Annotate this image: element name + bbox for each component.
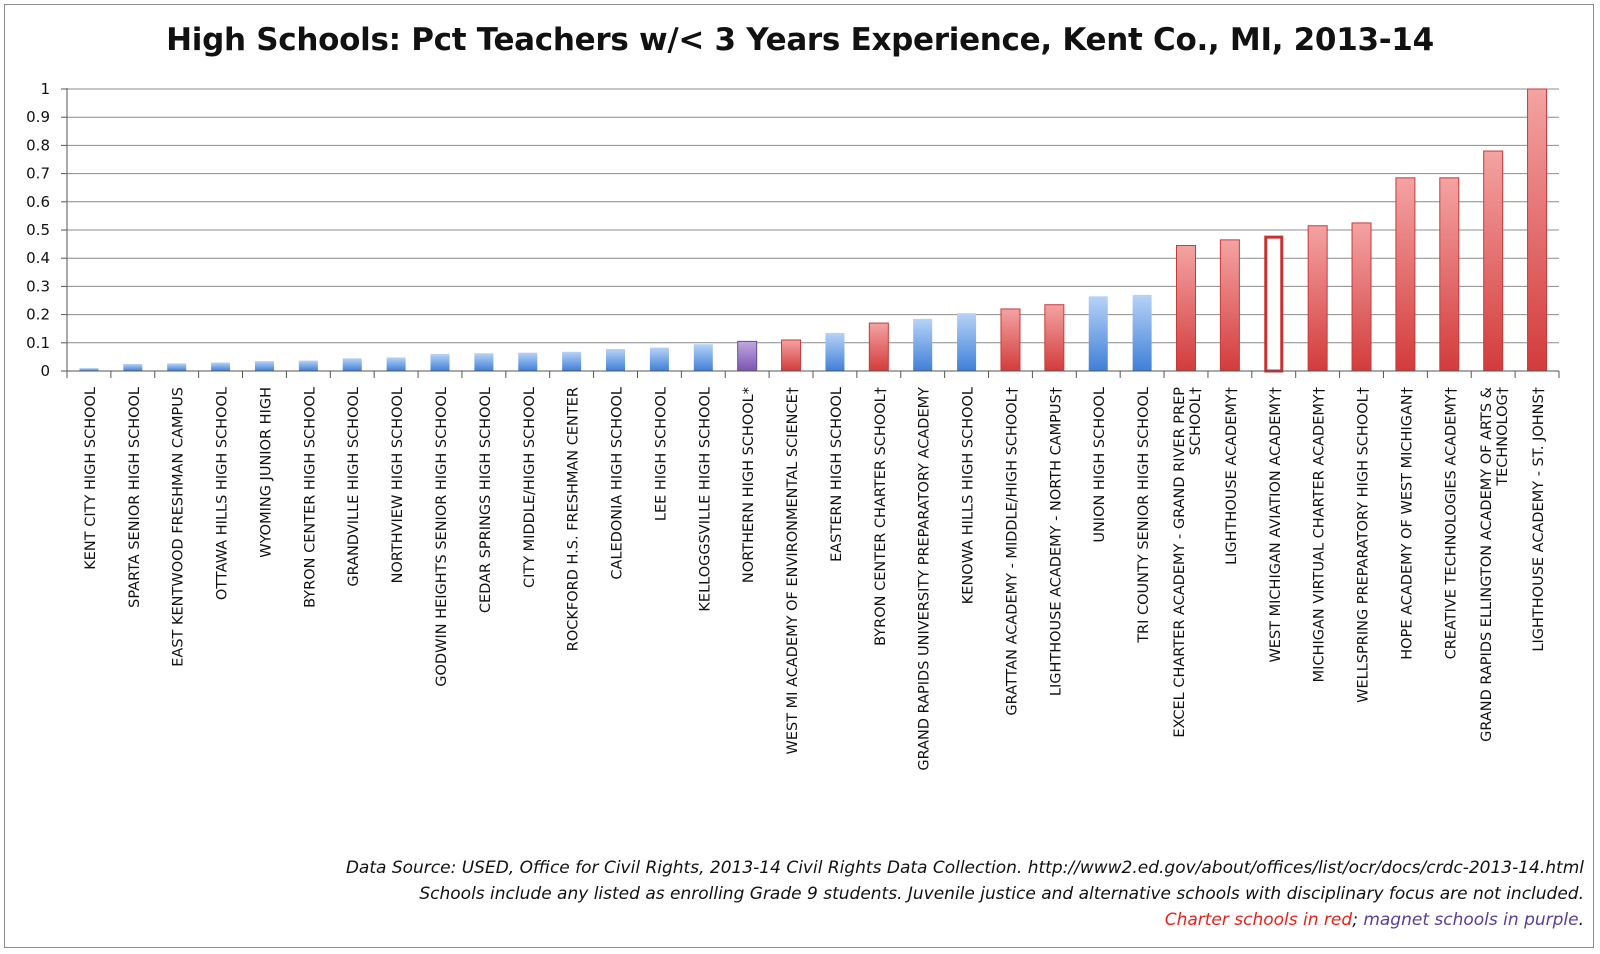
- x-tick-label: MICHIGAN VIRTUAL CHARTER ACADEMY†: [1312, 387, 1328, 682]
- bar: [1088, 296, 1108, 371]
- bar: [386, 357, 406, 371]
- y-axis-ticks: 0 0.1 0.2 0.3 0.4 0.5 0.6 0.7 0.8 0.9 1: [26, 80, 67, 380]
- x-tick-label: HOPE ACADEMY OF WEST MICHIGAN†: [1399, 387, 1415, 660]
- legend-end: .: [1578, 910, 1584, 930]
- x-tick-label: TRI COUNTY SENIOR HIGH SCHOOL: [1136, 387, 1152, 644]
- bar: [474, 353, 494, 371]
- x-tick-label: TECHNOLOG†: [1495, 387, 1511, 487]
- bar: [1176, 245, 1196, 372]
- bar: [430, 354, 450, 371]
- x-tick-label: WYOMING JUNIOR HIGH: [258, 387, 274, 558]
- bar: [693, 344, 713, 371]
- bar: [1395, 177, 1416, 372]
- bar: [342, 358, 362, 371]
- x-tick-label: GRAND RAPIDS ELLINGTON ACADEMY OF ARTS &: [1479, 387, 1495, 742]
- bar: [518, 352, 538, 371]
- inclusion-note: Schools include any listed as enrolling …: [419, 884, 1584, 904]
- bar: [868, 322, 889, 372]
- x-tick-label: WEST MICHIGAN AVIATION ACADEMY†: [1268, 387, 1284, 663]
- y-tick-label: 0.4: [26, 249, 50, 267]
- bar: [254, 361, 274, 371]
- bar: [957, 313, 977, 371]
- legend-separator: ;: [1352, 910, 1364, 930]
- x-tick-label: NORTHERN HIGH SCHOOL*: [741, 387, 757, 583]
- axes: [66, 88, 1560, 378]
- bar: [649, 347, 669, 371]
- x-tick-label: OTTAWA HILLS HIGH SCHOOL: [215, 387, 231, 600]
- bar: [1264, 235, 1284, 373]
- x-tick-label: LIGHTHOUSE ACADEMY†: [1224, 387, 1240, 565]
- y-tick-label: 0.2: [26, 306, 50, 324]
- x-tick-label: LEE HIGH SCHOOL: [653, 387, 669, 521]
- x-tick-label: EAST KENTWOOD FRESHMAN CAMPUS: [171, 387, 187, 667]
- x-tick-label: KELLOGGSVILLE HIGH SCHOOL: [697, 387, 713, 612]
- x-tick-label: CITY MIDDLE/HIGH SCHOOL: [522, 387, 538, 588]
- y-tick-label: 0.5: [26, 221, 50, 239]
- y-tick-label: 0.9: [26, 108, 50, 126]
- x-tick-label: WEST MI ACADEMY OF ENVIRONMENTAL SCIENCE…: [785, 387, 801, 754]
- y-tick-label: 0.3: [26, 277, 50, 295]
- x-tick-label: BYRON CENTER CHARTER SCHOOL†: [873, 387, 889, 646]
- chart-frame: [4, 4, 1594, 948]
- bar: [562, 351, 582, 371]
- x-tick-label: NORTHVIEW HIGH SCHOOL: [390, 387, 406, 583]
- y-tick-label: 0.6: [26, 193, 50, 211]
- x-tick-label: CREATIVE TECHNOLOGIES ACADEMY†: [1443, 387, 1459, 659]
- x-tick-label: GODWIN HEIGHTS SENIOR HIGH SCHOOL: [434, 387, 450, 687]
- bar: [1044, 304, 1065, 372]
- x-tick-label: CEDAR SPRINGS HIGH SCHOOL: [478, 387, 494, 613]
- x-tick-label: KENT CITY HIGH SCHOOL: [83, 387, 99, 570]
- bar: [79, 368, 99, 371]
- x-tick-label: ROCKFORD H.S. FRESHMAN CENTER: [566, 387, 582, 651]
- bar: [1307, 225, 1328, 372]
- bar: [913, 318, 933, 371]
- x-tick-label: EASTERN HIGH SCHOOL: [829, 387, 845, 562]
- bar: [825, 332, 845, 371]
- bar: [1483, 150, 1504, 372]
- data-source-note: Data Source: USED, Office for Civil Righ…: [345, 858, 1584, 878]
- legend-charter-label: Charter schools in red: [1164, 910, 1353, 930]
- y-tick-label: 0.1: [26, 334, 50, 352]
- legend-magnet-label: magnet schools in purple: [1363, 910, 1579, 930]
- x-tick-label: CALEDONIA HIGH SCHOOL: [610, 387, 626, 580]
- x-tick-label: KENOWA HILLS HIGH SCHOOL: [961, 387, 977, 604]
- y-tick-label: 0.8: [26, 136, 50, 154]
- bar: [1351, 222, 1372, 372]
- bar: [123, 363, 143, 371]
- bar: [1439, 177, 1460, 372]
- x-tick-label: LIGHTHOUSE ACADEMY - NORTH CAMPUS†: [1048, 387, 1064, 696]
- x-tick-label: GRANDVILLE HIGH SCHOOL: [346, 387, 362, 587]
- x-tick-label: GRAND RAPIDS UNIVERSITY PREPARATORY ACAD…: [917, 387, 933, 771]
- x-tick-label: SCHOOL†: [1188, 387, 1204, 455]
- gridlines: [67, 88, 1559, 344]
- bar: [1000, 308, 1021, 372]
- x-axis-labels: KENT CITY HIGH SCHOOL SPARTA SENIOR HIGH …: [83, 387, 1547, 771]
- bar: [1219, 239, 1240, 372]
- x-tick-label: SPARTA SENIOR HIGH SCHOOL: [127, 387, 143, 608]
- bar: [606, 349, 626, 371]
- bar: [298, 360, 318, 371]
- bar: [781, 339, 802, 372]
- y-tick-label: 0.7: [26, 165, 50, 183]
- bar: [211, 362, 231, 371]
- x-tick-label: EXCEL CHARTER ACADEMY - GRAND RIVER PREP: [1172, 387, 1188, 738]
- x-tick-label: LIGHTHOUSE ACADEMY - ST. JOHNS†: [1531, 387, 1547, 652]
- y-tick-label: 0: [40, 362, 50, 380]
- x-tick-label: GRATTAN ACADEMY - MIDDLE/HIGH SCHOOL†: [1004, 387, 1020, 716]
- bar: [1132, 294, 1152, 371]
- color-legend: Charter schools in red; magnet schools i…: [1165, 910, 1584, 930]
- x-tick-label: WELLSPRING PREPARATORY HIGH SCHOOL†: [1356, 387, 1372, 703]
- x-tick-label: UNION HIGH SCHOOL: [1092, 387, 1108, 543]
- bar: [167, 363, 187, 371]
- bar: [737, 340, 758, 372]
- y-tick-label: 1: [40, 80, 50, 98]
- chart-title: High Schools: Pct Teachers w/< 3 Years E…: [166, 22, 1434, 58]
- bar: [1527, 88, 1548, 372]
- x-tick-label: BYRON CENTER HIGH SCHOOL: [302, 387, 318, 608]
